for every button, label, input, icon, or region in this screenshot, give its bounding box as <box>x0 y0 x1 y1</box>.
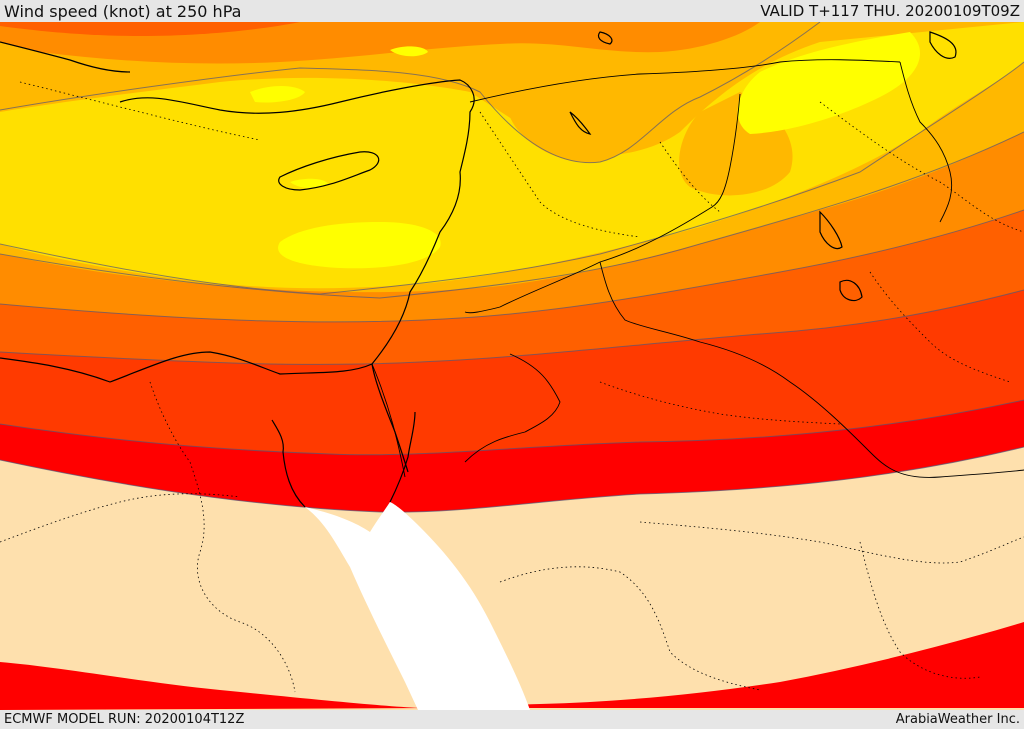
wind-band-red-south <box>0 622 1024 710</box>
country-borders <box>371 59 1024 478</box>
wind-band-light-yellow-cyprus <box>290 178 328 189</box>
coastlines <box>0 31 957 508</box>
wind-band-dark-orange-north <box>0 22 300 36</box>
map-title: Wind speed (knot) at 250 hPa <box>4 1 242 21</box>
valid-time: VALID T+117 THU. 20200109T09Z <box>760 2 1020 20</box>
wind-band-light-yellow-north2 <box>390 46 428 57</box>
province-borders <box>0 81 1024 693</box>
header-bar: Wind speed (knot) at 250 hPa VALID T+117… <box>0 0 1024 22</box>
wind-band-light-yellow-north <box>250 86 305 103</box>
red-sea <box>305 502 530 710</box>
footer-bar: ECMWF MODEL RUN: 20200104T12Z ArabiaWeat… <box>0 710 1024 729</box>
model-run: ECMWF MODEL RUN: 20200104T12Z <box>4 712 245 727</box>
wind-map-canvas <box>0 22 1024 710</box>
wind-map[interactable] <box>0 22 1024 710</box>
wind-band-light-yellow-east <box>737 32 920 134</box>
wind-band-light-yellow-center <box>278 222 441 269</box>
credit: ArabiaWeather Inc. <box>895 712 1020 727</box>
contour-lines <box>0 22 1024 513</box>
